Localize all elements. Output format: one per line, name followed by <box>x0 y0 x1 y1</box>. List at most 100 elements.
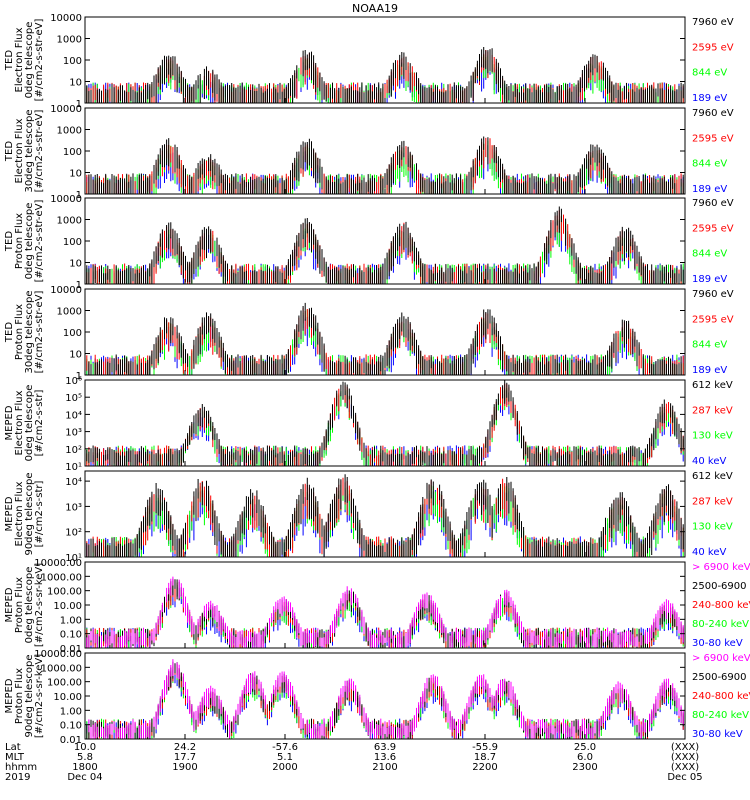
y-axis-label: TEDProton Flux0deg telescope[#/cm2-s-str… <box>4 200 45 283</box>
y-axis-label-line: TED <box>4 50 15 71</box>
y-tick-label: 1000 <box>57 216 82 227</box>
y-tick-label: 10000 <box>50 104 82 115</box>
legend-entry: 2595 eV <box>692 133 734 144</box>
y-tick-label: 10² <box>65 445 82 456</box>
x-tick-label: Dec 05 <box>667 772 702 783</box>
x-tick-label: (XXX) <box>671 742 699 753</box>
y-axis-label-line: [#/cm2-s-str-eV] <box>34 110 45 193</box>
legend-entry: 40 keV <box>692 547 726 558</box>
panel-8: 0.010.101.0010.00100.001000.0010000.00ME… <box>4 649 750 746</box>
y-axis-label: MEPEDElectron Flux0deg telescope[#/cm2-s… <box>4 385 45 462</box>
y-axis-label-line: Electron Flux <box>14 27 25 92</box>
panel-1: 1 10 100 1000 10000 TEDElectron Flux0deg tele… <box>4 13 734 110</box>
y-tick-label: 10⁴ <box>65 477 82 488</box>
y-tick-label: 10⁵ <box>65 393 82 404</box>
legend-entry: 189 eV <box>692 93 727 104</box>
x-tick-label: 13.6 <box>374 752 396 763</box>
legend-entry: 130 keV <box>692 522 733 533</box>
panel-3: 1 10 100 1000 10000 TEDProton Flux0deg telesc… <box>4 194 734 291</box>
y-axis-label-line: Electron Flux <box>14 390 25 455</box>
y-tick-label: 0.01 <box>60 644 82 655</box>
legend-entry: 844 eV <box>692 249 727 260</box>
x-tick-label: (XXX) <box>671 762 699 773</box>
y-tick-label: 100 <box>63 237 82 248</box>
y-axis-label-line: Proton Flux <box>14 577 25 633</box>
x-tick-label: 5.1 <box>277 752 293 763</box>
y-tick-label: 10.00 <box>53 692 82 703</box>
series-trace-red <box>88 664 684 739</box>
y-axis-label-line: [#/cm2-s-str] <box>34 389 45 456</box>
legend-entry: 287 keV <box>692 405 733 416</box>
y-axis-label: TEDElectron Flux30deg telescope[#/cm2-s-… <box>4 109 45 192</box>
x-tick-label: 6.0 <box>577 752 593 763</box>
x-row-label: MLT <box>5 752 25 763</box>
y-axis-label-line: 30deg telescope <box>24 290 35 373</box>
panel-traces <box>86 136 684 194</box>
legend-entry: 2595 eV <box>692 223 734 234</box>
x-row-label: hhmm <box>5 762 37 773</box>
legend-entry: 240-800 keV <box>692 600 750 611</box>
y-axis-label: MEPEDProton Flux90deg telescope[#/cm2-s-… <box>4 654 45 738</box>
legend-entry: 7960 eV <box>692 289 734 300</box>
legend-entry: 7960 eV <box>692 108 734 119</box>
panel-2: 1 10 100 1000 10000 TEDElectron Flux30deg tel… <box>4 104 734 201</box>
y-axis-label-line: 0deg telescope <box>24 385 35 462</box>
legend-entry: 30-80 keV <box>692 729 743 740</box>
x-tick-label: 5.8 <box>77 752 93 763</box>
legend-entry: 2500-6900 <box>692 581 747 592</box>
y-tick-label: 1 <box>76 99 82 110</box>
legend-entry: 844 eV <box>692 68 727 79</box>
panel-traces <box>86 576 684 648</box>
y-axis-label: TEDProton Flux30deg telescope[#/cm2-s-st… <box>4 290 45 373</box>
legend-entry: 189 eV <box>692 365 727 376</box>
y-axis-label-line: [#/cm2-s-str-eV] <box>34 19 45 102</box>
legend-entry: 240-800 keV <box>692 691 750 702</box>
x-row-label: 2019 <box>5 772 30 783</box>
y-tick-label: 100.00 <box>47 678 82 689</box>
panel-7: 0.010.101.0010.00100.001000.0010000.00ME… <box>4 558 750 655</box>
series-trace-black <box>88 302 682 375</box>
y-axis-label-line: TED <box>4 231 15 252</box>
y-tick-label: 100 <box>63 328 82 339</box>
y-axis-label-line: 0deg telescope <box>24 567 35 644</box>
legend-entry: 189 eV <box>692 184 727 195</box>
y-axis-label-line: [#/cm2-s-sr-keV] <box>34 563 45 647</box>
y-tick-label: 10000 <box>50 13 82 24</box>
y-tick-label: 100 <box>63 147 82 158</box>
y-axis-label-line: Electron Flux <box>14 118 25 183</box>
y-axis-label: MEPEDProton Flux0deg telescope[#/cm2-s-s… <box>4 563 45 647</box>
y-tick-label: 1000 <box>57 126 82 137</box>
x-tick-label: 17.7 <box>174 752 196 763</box>
y-tick-label: 10² <box>65 528 82 539</box>
y-tick-label: 10 <box>69 350 82 361</box>
legend-entry: 2595 eV <box>692 314 734 325</box>
y-tick-label: 0.10 <box>60 630 82 641</box>
x-tick-label: -55.9 <box>472 742 498 753</box>
y-axis-label-line: Proton Flux <box>14 213 25 269</box>
panel-4: 1 10 100 1000 10000 TEDProton Flux30deg teles… <box>4 285 734 382</box>
y-axis-label-line: [#/cm2-s-str-eV] <box>34 200 45 283</box>
y-axis-label-line: 30deg telescope <box>24 109 35 192</box>
legend-entry: 2595 eV <box>692 42 734 53</box>
legend-entry: > 6900 keV <box>692 562 750 573</box>
x-row-label: Lat <box>5 742 21 753</box>
x-tick-label: 24.2 <box>174 742 196 753</box>
y-tick-label: 1.00 <box>60 706 82 717</box>
series-trace-black <box>88 136 684 194</box>
legend-entry: 40 keV <box>692 456 726 467</box>
x-tick-label: (XXX) <box>671 752 699 763</box>
panel-6: 10¹ 10² 10³ 10⁴ MEPEDElectron Flux90deg tele… <box>4 470 733 564</box>
y-tick-label: 100 <box>63 56 82 67</box>
series-trace-magenta <box>88 659 684 739</box>
y-tick-label: 1000.00 <box>41 572 82 583</box>
legend-entry: > 6900 keV <box>692 653 750 664</box>
series-trace-red <box>86 210 682 284</box>
legend-entry: 612 keV <box>692 471 733 482</box>
y-tick-label: 10³ <box>65 502 82 513</box>
y-tick-label: 10 <box>69 78 82 89</box>
x-tick-label: -57.6 <box>272 742 298 753</box>
x-tick-label: 1900 <box>172 762 197 773</box>
y-tick-label: 10000 <box>50 285 82 296</box>
legend-entry: 7960 eV <box>692 17 734 28</box>
